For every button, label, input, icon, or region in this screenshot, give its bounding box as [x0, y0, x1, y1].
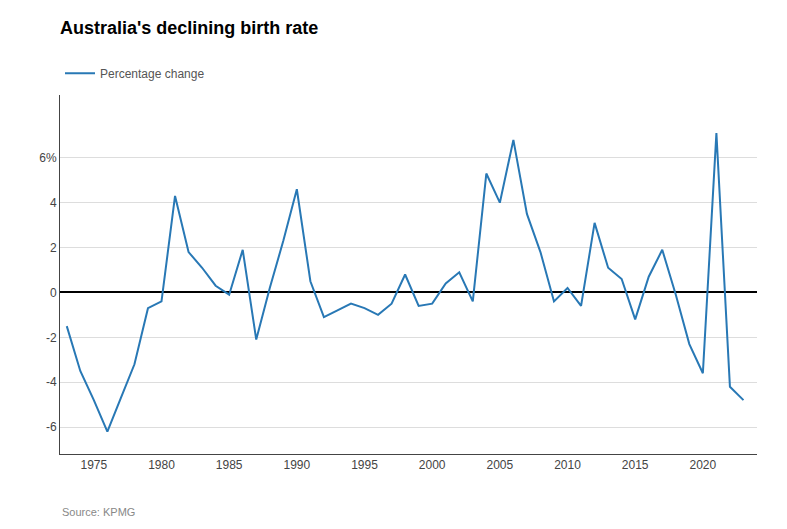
svg-text:2010: 2010: [554, 458, 581, 472]
svg-text:4: 4: [50, 196, 57, 210]
svg-text:1985: 1985: [216, 458, 243, 472]
svg-text:-6: -6: [46, 420, 57, 434]
svg-text:1990: 1990: [283, 458, 310, 472]
svg-text:2005: 2005: [486, 458, 513, 472]
svg-text:-4: -4: [46, 375, 57, 389]
svg-text:1980: 1980: [148, 458, 175, 472]
svg-text:Percentage change: Percentage change: [100, 67, 204, 81]
svg-text:Source: KPMG: Source: KPMG: [62, 506, 135, 518]
svg-text:6%: 6%: [39, 151, 57, 165]
svg-text:1975: 1975: [80, 458, 107, 472]
svg-text:2015: 2015: [622, 458, 649, 472]
svg-text:1995: 1995: [351, 458, 378, 472]
svg-text:0: 0: [50, 286, 57, 300]
svg-text:2: 2: [50, 241, 57, 255]
svg-text:-2: -2: [46, 331, 57, 345]
svg-text:2000: 2000: [419, 458, 446, 472]
svg-text:Australia's declining birth ra: Australia's declining birth rate: [60, 18, 318, 38]
svg-text:2020: 2020: [690, 458, 717, 472]
